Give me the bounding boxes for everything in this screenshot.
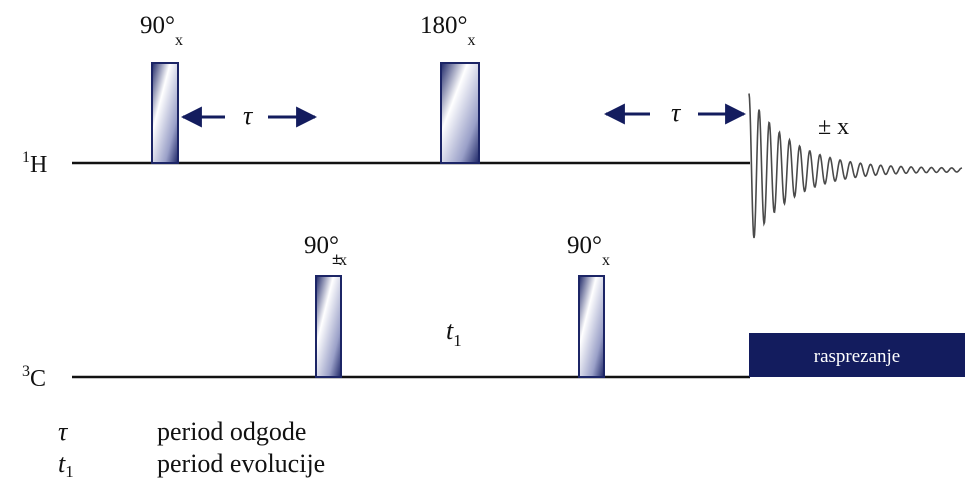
fid-signal — [748, 93, 963, 239]
c-90-pulse-first-label: 90°x — [304, 232, 347, 269]
t1-label: t1 — [446, 316, 462, 350]
legend-symbol-tau: τ — [58, 417, 69, 446]
legend: τ period odgode t1 period evolucije — [58, 417, 325, 480]
fid-phase-label: ± x — [818, 114, 849, 140]
h-90-pulse — [151, 62, 179, 164]
h-180-pulse — [440, 62, 480, 164]
c-channel-label: 3C — [22, 363, 46, 392]
c-channel: 3C 90°x ± 90°x t1 rasprezanje — [22, 232, 965, 392]
c-90-pulse-first — [315, 275, 342, 378]
legend-text-tau: period odgode — [157, 417, 306, 446]
h-channel: 1H 90°x 180°x τ τ ± x — [22, 12, 963, 239]
h-180-pulse-label: 180°x — [420, 12, 476, 49]
decoupling-block — [749, 333, 965, 377]
h-channel-label: 1H — [22, 149, 47, 178]
c-90-pulse-second-label: 90°x — [567, 232, 610, 269]
decoupling-label: rasprezanje — [814, 346, 901, 367]
tau2-label: τ — [671, 98, 682, 127]
c-90-pulse-second — [578, 275, 605, 378]
tau1-label: τ — [243, 101, 254, 130]
legend-symbol-t1: t1 — [58, 449, 74, 480]
c-90-pulse-first-phase: ± — [332, 249, 341, 268]
h-90-pulse-label: 90°x — [140, 12, 183, 49]
legend-text-t1: period evolucije — [157, 449, 325, 478]
